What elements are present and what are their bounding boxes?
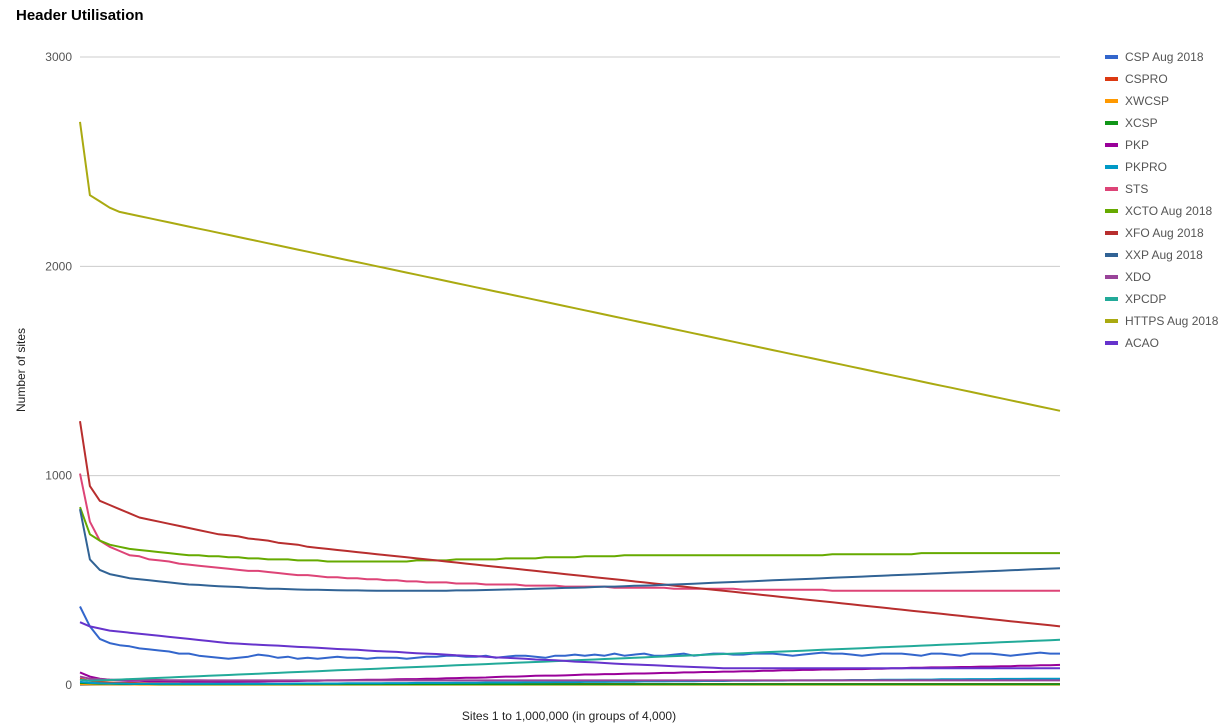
legend-swatch [1105, 341, 1118, 345]
legend-item[interactable]: XDO [1105, 270, 1151, 284]
y-axis-ticks: 0 1000 2000 3000 [45, 50, 72, 692]
legend-label: XFO Aug 2018 [1125, 226, 1204, 240]
legend-swatch [1105, 143, 1118, 147]
legend-swatch [1105, 77, 1118, 81]
legend-label: XDO [1125, 270, 1151, 284]
legend-swatch [1105, 209, 1118, 213]
legend-item[interactable]: CSPRO [1105, 72, 1168, 86]
legend-item[interactable]: XXP Aug 2018 [1105, 248, 1203, 262]
series-line-xfo-aug-2018 [79, 421, 1061, 628]
legend-item[interactable]: XFO Aug 2018 [1105, 226, 1204, 240]
series-line-xdo [79, 675, 1060, 682]
legend-swatch [1105, 253, 1118, 257]
legend-swatch [1105, 275, 1118, 279]
legend-item[interactable]: STS [1105, 182, 1148, 196]
legend-swatch [1105, 297, 1118, 301]
legend-label: XCTO Aug 2018 [1125, 204, 1212, 218]
legend-label: XCSP [1125, 116, 1158, 130]
legend-item[interactable]: PKP [1105, 138, 1149, 152]
legend-label: CSP Aug 2018 [1125, 50, 1204, 64]
legend-swatch [1105, 319, 1118, 323]
y-tick-label: 2000 [45, 259, 72, 273]
legend: CSP Aug 2018 CSPRO XWCSP XCSP PKP PKPRO STS XCT… [1105, 50, 1219, 350]
legend-item[interactable]: CSP Aug 2018 [1105, 50, 1204, 64]
chart-title: Header Utilisation [16, 7, 144, 24]
legend-label: PKPRO [1125, 160, 1167, 174]
y-tick-label: 0 [65, 678, 72, 692]
legend-swatch [1105, 187, 1118, 191]
legend-item[interactable]: ACAO [1105, 336, 1159, 350]
legend-swatch [1105, 55, 1118, 59]
legend-label: XWCSP [1125, 94, 1169, 108]
x-axis-title: Sites 1 to 1,000,000 (in groups of 4,000… [462, 709, 676, 723]
legend-item[interactable]: XWCSP [1105, 94, 1169, 108]
series-line-acao [79, 621, 1060, 670]
series-line-xxp-aug-2018 [79, 509, 1061, 592]
y-tick-label: 3000 [45, 50, 72, 64]
legend-label: XPCDP [1125, 292, 1166, 306]
series-line-https-aug-2018 [79, 121, 1061, 412]
legend-swatch [1105, 99, 1118, 103]
legend-swatch [1105, 231, 1118, 235]
legend-label: CSPRO [1125, 72, 1168, 86]
series-line-sts [79, 473, 1060, 592]
legend-label: XXP Aug 2018 [1125, 248, 1203, 262]
legend-item[interactable]: XPCDP [1105, 292, 1166, 306]
legend-label: ACAO [1125, 336, 1159, 350]
series-line-xcto-aug-2018 [79, 506, 1060, 563]
y-axis-title: Number of sites [14, 328, 28, 412]
legend-item[interactable]: XCTO Aug 2018 [1105, 204, 1212, 218]
legend-label: STS [1125, 182, 1148, 196]
y-tick-label: 1000 [45, 469, 72, 483]
legend-swatch [1105, 165, 1118, 169]
legend-item[interactable]: XCSP [1105, 116, 1158, 130]
legend-swatch [1105, 121, 1118, 125]
legend-item[interactable]: PKPRO [1105, 160, 1167, 174]
legend-item[interactable]: HTTPS Aug 2018 [1105, 314, 1219, 328]
legend-label: PKP [1125, 138, 1149, 152]
series-lines [79, 121, 1061, 686]
series-line-csp-aug-2018 [79, 606, 1060, 660]
legend-label: HTTPS Aug 2018 [1125, 314, 1219, 328]
